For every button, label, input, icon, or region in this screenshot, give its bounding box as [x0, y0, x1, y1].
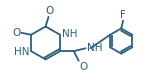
Text: NH: NH [86, 43, 102, 53]
Text: O: O [12, 28, 20, 38]
Text: NH: NH [62, 29, 78, 39]
Text: HN: HN [14, 47, 29, 57]
Text: O: O [45, 6, 54, 16]
Text: O: O [80, 62, 88, 72]
Text: F: F [120, 10, 126, 20]
